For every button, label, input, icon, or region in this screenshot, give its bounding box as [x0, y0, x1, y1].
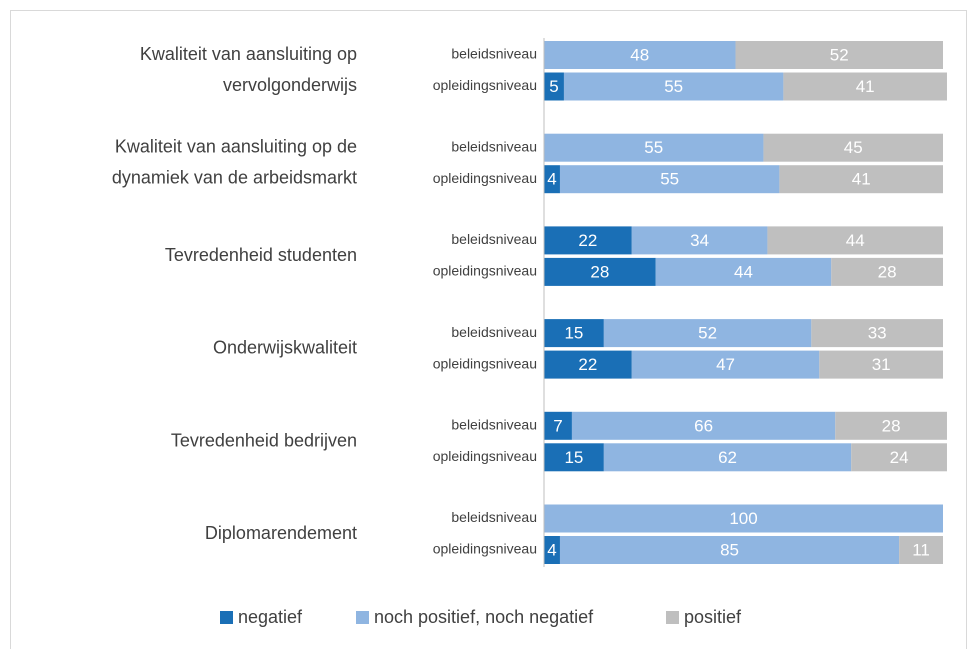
value-label: 100	[729, 509, 757, 528]
legend-label: negatief	[238, 607, 303, 627]
bar-segment	[899, 536, 943, 564]
bar-segment	[783, 72, 947, 101]
bar-segment	[544, 411, 572, 440]
value-label: 41	[852, 170, 871, 189]
bar-segment	[544, 257, 656, 286]
value-label: 5	[549, 77, 558, 96]
value-label: 31	[872, 355, 891, 374]
value-label: 22	[578, 231, 597, 250]
bar-segment	[544, 165, 560, 194]
bar-segment	[544, 133, 764, 162]
value-label: 7	[553, 416, 562, 435]
row-label: beleidsniveau	[451, 46, 537, 62]
bar-segment	[767, 226, 943, 255]
value-label: 52	[698, 324, 717, 343]
group-label: dynamiek van de arbeidsmarkt	[112, 168, 357, 188]
bar-segment	[763, 133, 943, 162]
value-label: 55	[660, 170, 679, 189]
row-label: beleidsniveau	[451, 417, 537, 433]
bar-segment	[835, 411, 947, 440]
row-label: opleidingsniveau	[433, 541, 537, 557]
value-label: 45	[844, 138, 863, 157]
value-label: 62	[718, 448, 737, 467]
group-label: Diplomarendement	[205, 523, 357, 543]
legend-swatch	[220, 611, 233, 624]
bar-segment	[544, 443, 604, 472]
row-label: beleidsniveau	[451, 324, 537, 340]
value-label: 28	[590, 262, 609, 281]
bar-segment	[544, 350, 632, 379]
bar-segment	[544, 226, 632, 255]
group-label: Kwaliteit van aansluiting op de	[115, 137, 357, 157]
value-label: 24	[890, 448, 909, 467]
bar-segment	[631, 350, 820, 379]
row-label: beleidsniveau	[451, 231, 537, 247]
bar-segment	[544, 319, 604, 348]
value-label: 15	[564, 448, 583, 467]
row-label: opleidingsniveau	[433, 77, 537, 93]
row-label: beleidsniveau	[451, 138, 537, 154]
value-label: 44	[846, 231, 865, 250]
row-label: beleidsniveau	[451, 509, 537, 525]
value-label: 33	[868, 324, 887, 343]
group-label: Onderwijskwaliteit	[213, 338, 357, 358]
group-label: Tevredenheid bedrijven	[171, 430, 357, 450]
bar-segment	[544, 504, 943, 533]
value-label: 28	[878, 262, 897, 281]
value-label: 34	[690, 231, 709, 250]
bar-segment	[631, 226, 768, 255]
value-label: 48	[630, 45, 649, 64]
value-label: 4	[547, 170, 556, 189]
bar-segment	[831, 257, 943, 286]
legend-swatch	[356, 611, 369, 624]
value-label: 22	[578, 355, 597, 374]
bar-segment	[779, 165, 943, 194]
row-label: opleidingsniveau	[433, 448, 537, 464]
value-label: 66	[694, 416, 713, 435]
bar-segment	[603, 443, 852, 472]
bar-segment	[735, 41, 943, 69]
group-label: Kwaliteit van aansluiting op	[140, 44, 357, 64]
bar-segment	[571, 411, 836, 440]
value-label: 55	[644, 138, 663, 157]
legend-label: positief	[684, 607, 742, 627]
bar-segment	[563, 72, 784, 101]
chart-frame	[10, 10, 967, 649]
bar-segment	[544, 41, 736, 69]
value-label: 52	[830, 45, 849, 64]
row-label: opleidingsniveau	[433, 263, 537, 279]
value-label: 15	[564, 324, 583, 343]
bar-segment	[603, 319, 812, 348]
value-label: 55	[664, 77, 683, 96]
value-label: 11	[912, 540, 930, 559]
row-label: opleidingsniveau	[433, 170, 537, 186]
group-label: Tevredenheid studenten	[165, 245, 357, 265]
bar-segment	[559, 165, 780, 194]
value-label: 85	[720, 540, 739, 559]
value-label: 47	[716, 355, 735, 374]
value-label: 41	[856, 77, 875, 96]
bar-segment	[544, 72, 564, 101]
legend-swatch	[666, 611, 679, 624]
bar-segment	[811, 319, 943, 348]
bar-segment	[559, 536, 900, 564]
bar-segment	[544, 536, 560, 564]
value-label: 44	[734, 262, 753, 281]
bar-segment	[819, 350, 943, 379]
value-label: 4	[547, 540, 556, 559]
group-label: vervolgonderwijs	[223, 75, 357, 95]
value-label: 28	[882, 416, 901, 435]
bar-segment	[655, 257, 832, 286]
row-label: opleidingsniveau	[433, 355, 537, 371]
legend-label: noch positief, noch negatief	[374, 607, 594, 627]
bar-segment	[851, 443, 947, 472]
